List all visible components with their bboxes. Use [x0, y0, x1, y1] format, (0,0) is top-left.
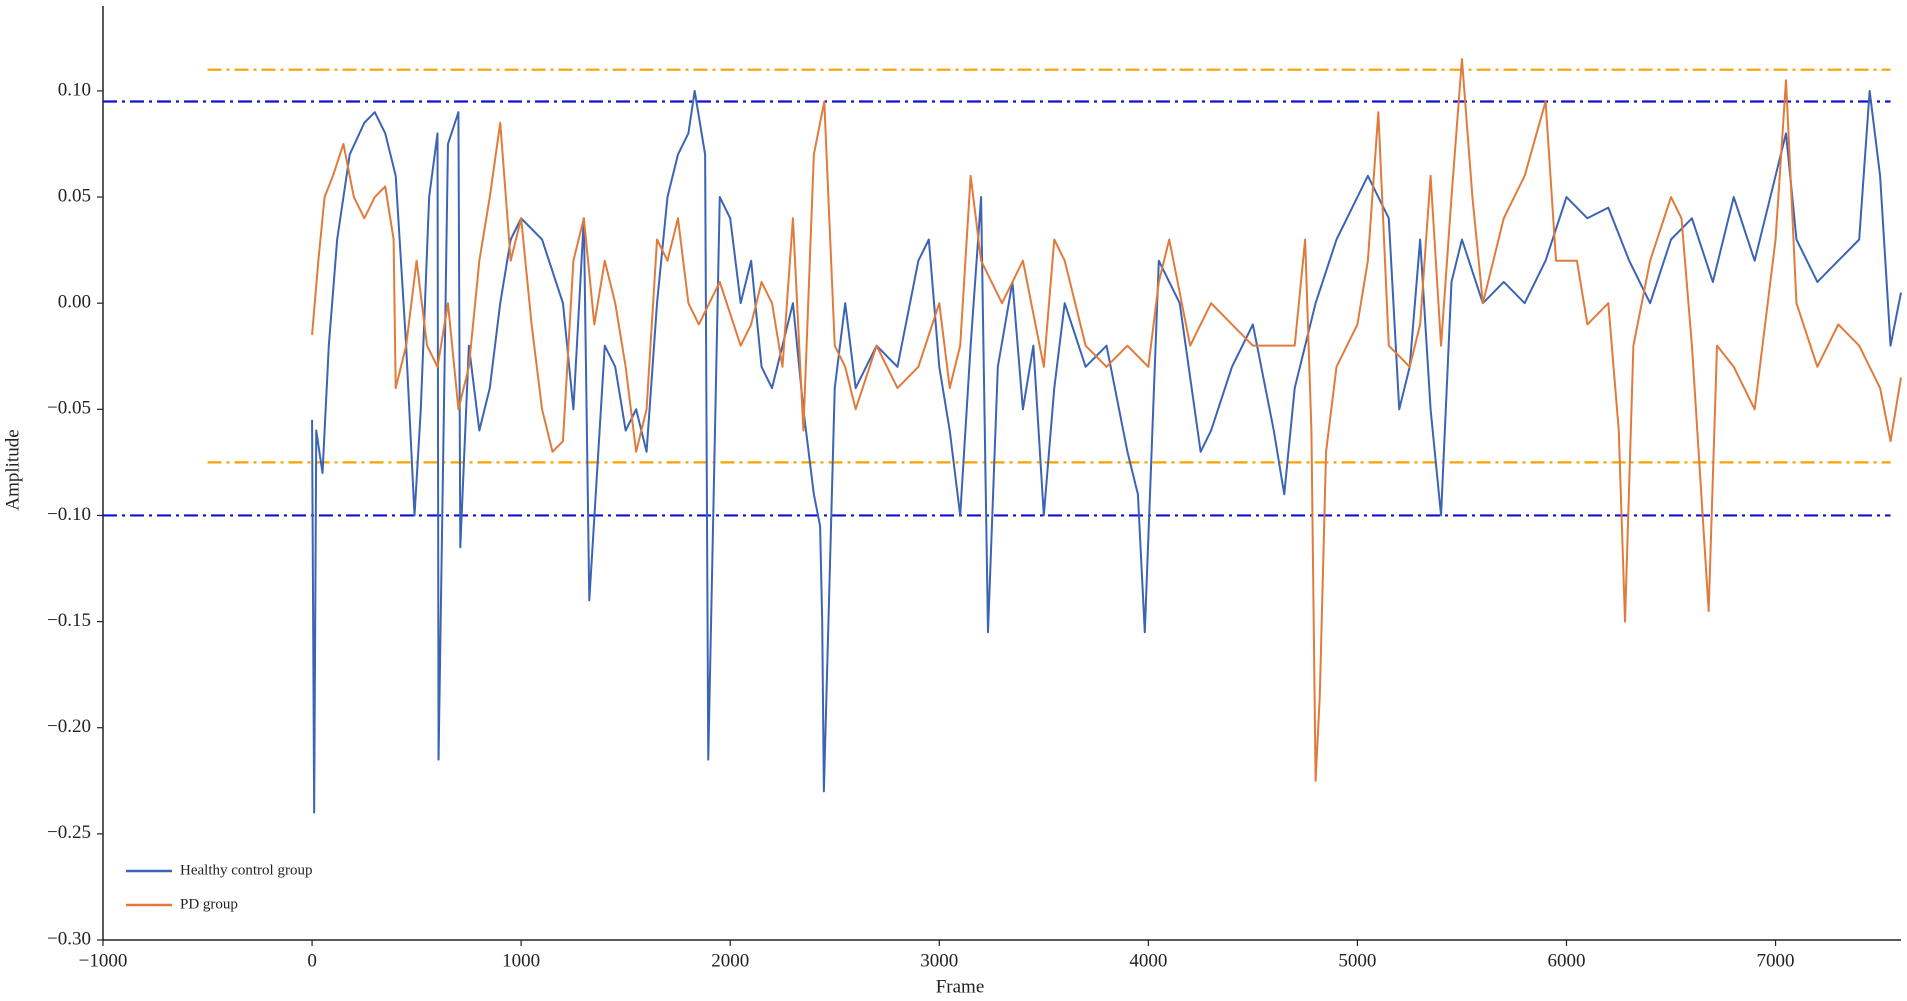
x-tick-label: 5000 — [1338, 950, 1376, 971]
y-tick-label: 0.00 — [58, 292, 91, 313]
y-tick-label: −0.30 — [47, 928, 91, 949]
x-tick-label: −1000 — [79, 950, 128, 971]
x-tick-label: 4000 — [1129, 950, 1167, 971]
y-tick-label: 0.10 — [58, 79, 91, 100]
y-tick-label: 0.05 — [58, 185, 91, 206]
y-tick-label: −0.20 — [47, 716, 91, 737]
y-tick-label: −0.25 — [47, 822, 91, 843]
x-tick-label: 0 — [307, 950, 317, 971]
x-tick-label: 1000 — [502, 950, 540, 971]
y-tick-label: −0.05 — [47, 398, 91, 419]
x-tick-label: 6000 — [1547, 950, 1585, 971]
y-tick-label: −0.15 — [47, 610, 91, 631]
y-tick-label: −0.10 — [47, 504, 91, 525]
y-axis-label: Amplitude — [2, 429, 23, 510]
x-tick-label: 3000 — [920, 950, 958, 971]
data-line — [311, 89, 1902, 814]
x-tick-label: 2000 — [711, 950, 749, 971]
x-axis-label: Frame — [936, 976, 985, 997]
legend-label: Healthy control group — [180, 862, 312, 878]
x-tick-label: 7000 — [1757, 950, 1795, 971]
data-line — [311, 58, 1902, 782]
legend-label: PD group — [180, 896, 238, 912]
